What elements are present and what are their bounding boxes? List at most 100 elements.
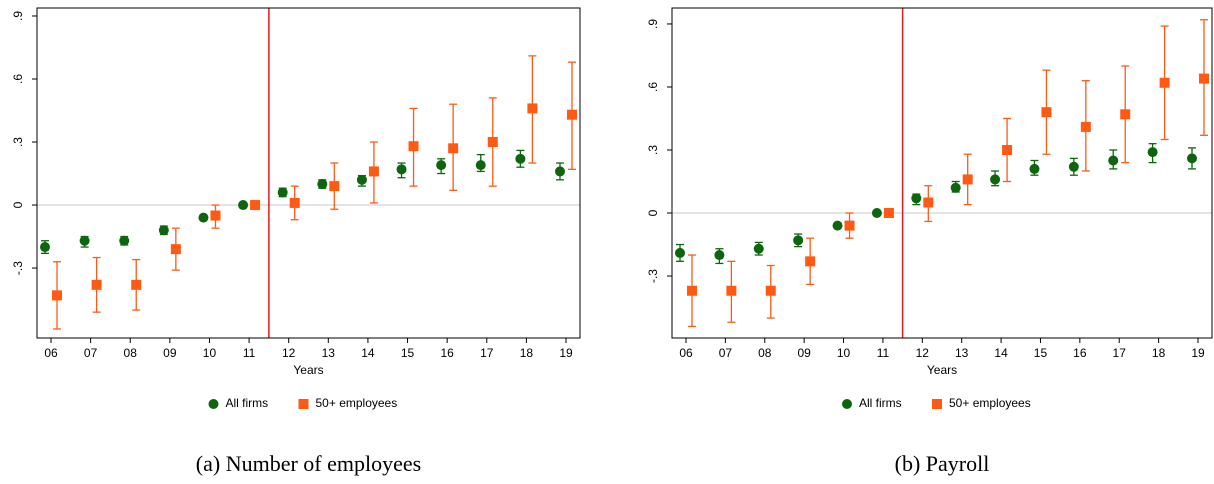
point (726, 285, 737, 296)
point (1199, 73, 1209, 84)
x-tick-label: 12 (282, 346, 296, 360)
point (289, 197, 300, 208)
point (527, 103, 538, 114)
x-tick-label: 19 (1191, 346, 1205, 360)
point (277, 187, 288, 198)
point (1029, 163, 1040, 174)
point (448, 143, 459, 154)
point (844, 220, 855, 231)
x-tick-label: 08 (758, 346, 772, 360)
x-tick-label: 06 (679, 346, 693, 360)
x-tick-label: 10 (203, 346, 217, 360)
point (1002, 144, 1013, 155)
point (990, 174, 1001, 185)
x-tick-label: 16 (440, 346, 454, 360)
point (555, 166, 565, 177)
point (396, 164, 407, 175)
x-tick-label: 15 (401, 346, 415, 360)
point (883, 208, 894, 219)
point (317, 179, 328, 190)
point (753, 243, 764, 254)
legend-label: 50+ employees (316, 396, 398, 410)
x-axis-label: Years (927, 363, 957, 377)
plot-frame (671, 7, 1213, 339)
x-tick-label: 08 (124, 346, 138, 360)
x-tick-label: 11 (243, 346, 256, 360)
y-tick-label: .3 (646, 145, 660, 155)
point (250, 200, 261, 211)
x-axis-label: Years (293, 363, 323, 377)
point (52, 290, 62, 301)
x-tick-label: 11 (877, 346, 890, 360)
legend-label: 50+ employees (949, 396, 1031, 410)
point (40, 242, 50, 253)
y-tick-label: .6 (11, 74, 25, 84)
x-tick-label: 06 (44, 346, 58, 360)
point (1080, 121, 1091, 132)
chart-panel: -.3 0 .3 .6 .9 06 07 08 09 10 11 12 13 14 15 16 17 18 19 Ye… (646, 7, 1213, 476)
plot-frame (36, 7, 581, 339)
y-tick-label: 0 (646, 209, 660, 216)
x-tick-label: 14 (361, 346, 375, 360)
x-tick-label: 09 (163, 346, 177, 360)
y-tick-label: -.3 (646, 269, 660, 283)
x-tick-label: 17 (1113, 346, 1127, 360)
y-tick-label: 0 (11, 201, 25, 208)
legend-marker (298, 399, 309, 409)
chart-panel: -.3 0 .3 .6 .9 06 07 08 09 10 11 12 13 14 15 16 17 18 19 Ye… (11, 7, 581, 476)
x-tick-label: 10 (837, 346, 851, 360)
legend-label: All firms (226, 396, 269, 410)
point (158, 225, 169, 236)
point (210, 210, 221, 221)
x-tick-label: 17 (480, 346, 494, 360)
point (950, 182, 961, 193)
point (923, 197, 934, 208)
point (198, 212, 209, 223)
point (1041, 107, 1052, 118)
point (515, 153, 526, 164)
x-tick-label: 18 (1152, 346, 1166, 360)
point (119, 235, 130, 246)
x-tick-label: 09 (797, 346, 811, 360)
point (170, 244, 181, 255)
point (436, 160, 447, 171)
legend-marker (208, 399, 219, 409)
point (475, 160, 486, 171)
y-tick-label: .3 (11, 137, 25, 147)
point (91, 279, 102, 290)
point (687, 285, 697, 296)
y-tick-label: -.3 (11, 261, 25, 275)
point (1147, 147, 1158, 158)
legend-marker (842, 399, 852, 409)
point (1120, 109, 1131, 120)
x-tick-label: 07 (84, 346, 98, 360)
point (765, 285, 776, 296)
x-tick-label: 13 (955, 346, 969, 360)
x-tick-label: 12 (916, 346, 930, 360)
point (131, 279, 142, 290)
y-tick-label: .6 (646, 82, 660, 92)
point (487, 137, 498, 148)
point (329, 181, 340, 192)
legend-marker (932, 399, 942, 409)
point (1159, 77, 1170, 88)
x-tick-label: 15 (1034, 346, 1048, 360)
point (911, 193, 922, 204)
point (675, 247, 685, 258)
y-tick-label: .9 (646, 19, 660, 29)
x-tick-label: 14 (994, 346, 1008, 360)
point (356, 174, 367, 185)
point (238, 200, 249, 211)
point (805, 256, 816, 267)
point (408, 141, 419, 152)
point (1187, 153, 1197, 164)
legend-label: All firms (859, 396, 902, 410)
point (962, 174, 973, 185)
point (793, 235, 804, 246)
point (567, 109, 577, 120)
x-tick-label: 19 (559, 346, 573, 360)
point (871, 208, 882, 219)
caption: (b) Payroll (895, 451, 990, 476)
point (714, 250, 725, 261)
